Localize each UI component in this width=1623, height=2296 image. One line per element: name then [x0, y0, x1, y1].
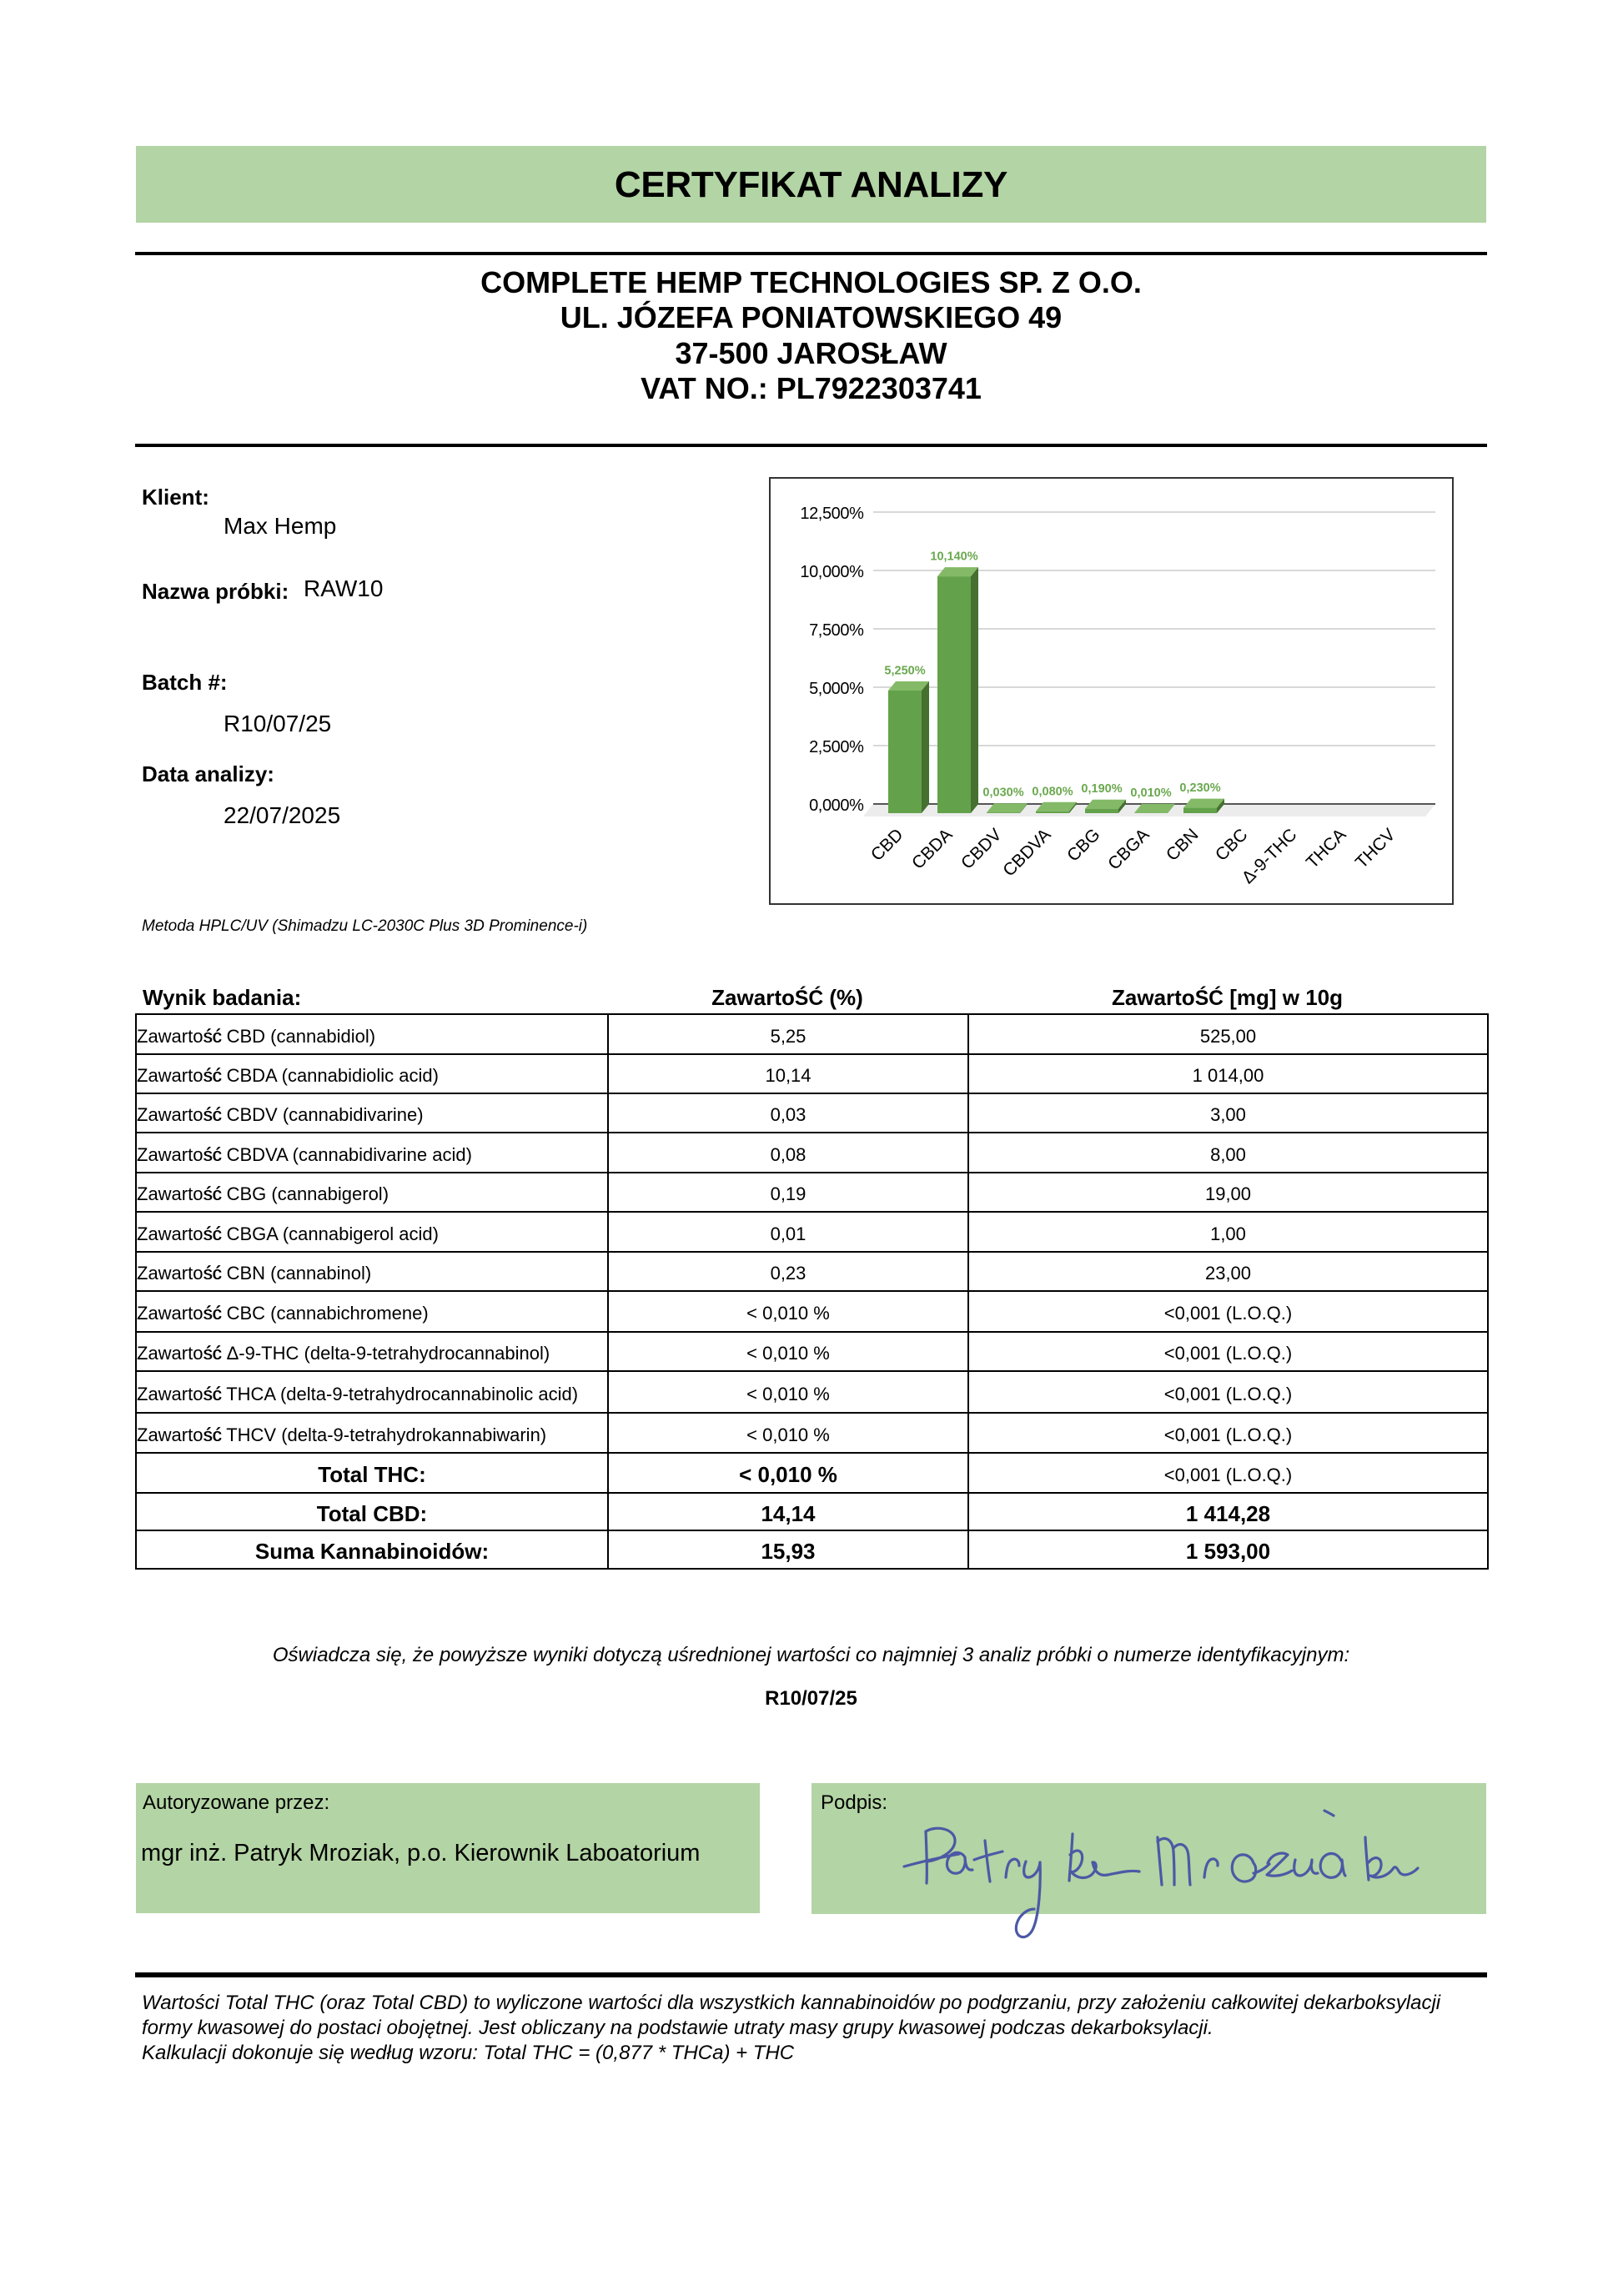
svg-text:12,500%: 12,500%: [800, 505, 864, 523]
svg-text:0,230%: 0,230%: [1179, 781, 1220, 795]
svg-text:0,030%: 0,030%: [982, 786, 1023, 800]
svg-text:0,190%: 0,190%: [1081, 782, 1122, 796]
svg-text:10,140%: 10,140%: [930, 550, 977, 564]
svg-text:5,250%: 5,250%: [884, 665, 925, 678]
svg-text:0,010%: 0,010%: [1130, 786, 1171, 800]
svg-text:7,500%: 7,500%: [809, 621, 864, 640]
svg-text:10,000%: 10,000%: [800, 563, 864, 581]
svg-text:0,080%: 0,080%: [1032, 785, 1073, 798]
svg-text:0,000%: 0,000%: [809, 796, 864, 815]
svg-text:2,500%: 2,500%: [809, 738, 864, 756]
svg-text:5,000%: 5,000%: [809, 680, 864, 698]
